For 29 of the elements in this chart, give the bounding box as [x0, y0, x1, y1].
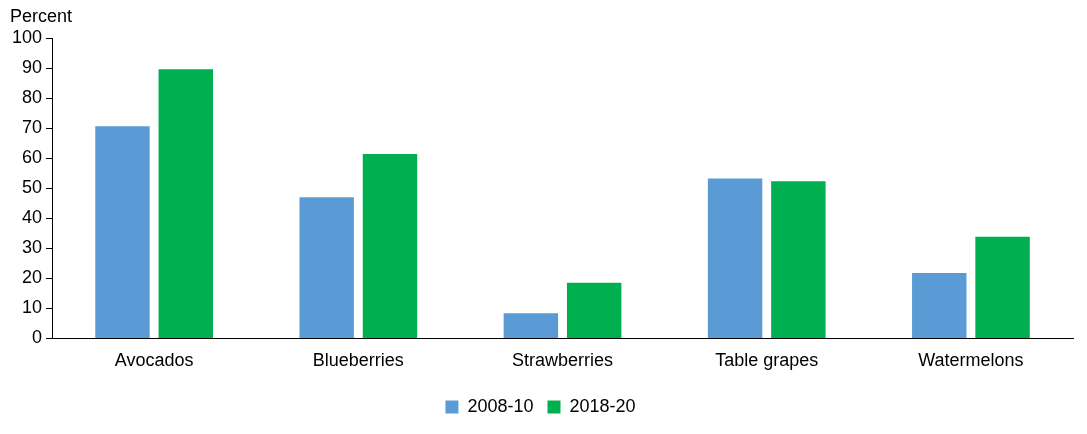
bar: [771, 181, 826, 338]
y-tick-label: 10: [22, 297, 43, 318]
bar: [362, 153, 418, 338]
bar: [299, 197, 354, 338]
x-tick-label: Avocados: [114, 350, 194, 371]
x-tick-label: Strawberries: [512, 350, 614, 371]
bar: [707, 178, 763, 338]
y-tick-label: 70: [22, 117, 43, 138]
y-tick-label: 40: [22, 207, 43, 228]
y-tick-label: 80: [22, 87, 43, 108]
bar: [95, 126, 150, 338]
legend-label: 2018-20: [569, 395, 636, 416]
y-tick-label: 30: [22, 237, 43, 258]
y-tick-label: 0: [32, 327, 43, 348]
bar: [503, 313, 559, 338]
bar: [566, 282, 622, 338]
y-tick-label: 90: [22, 57, 43, 78]
x-tick-label: Blueberries: [312, 350, 404, 371]
bar: [975, 236, 1030, 338]
y-tick-label: 100: [11, 26, 43, 47]
bar: [158, 69, 213, 338]
bar: [912, 272, 967, 338]
y-tick-label: 20: [22, 267, 43, 288]
y-axis-title: Percent: [10, 5, 73, 26]
legend-label: 2008-10: [467, 395, 534, 416]
y-tick-label: 60: [22, 147, 43, 168]
x-tick-label: Table grapes: [715, 350, 819, 371]
x-tick-label: Watermelons: [918, 350, 1024, 371]
y-tick-label: 50: [22, 177, 43, 198]
